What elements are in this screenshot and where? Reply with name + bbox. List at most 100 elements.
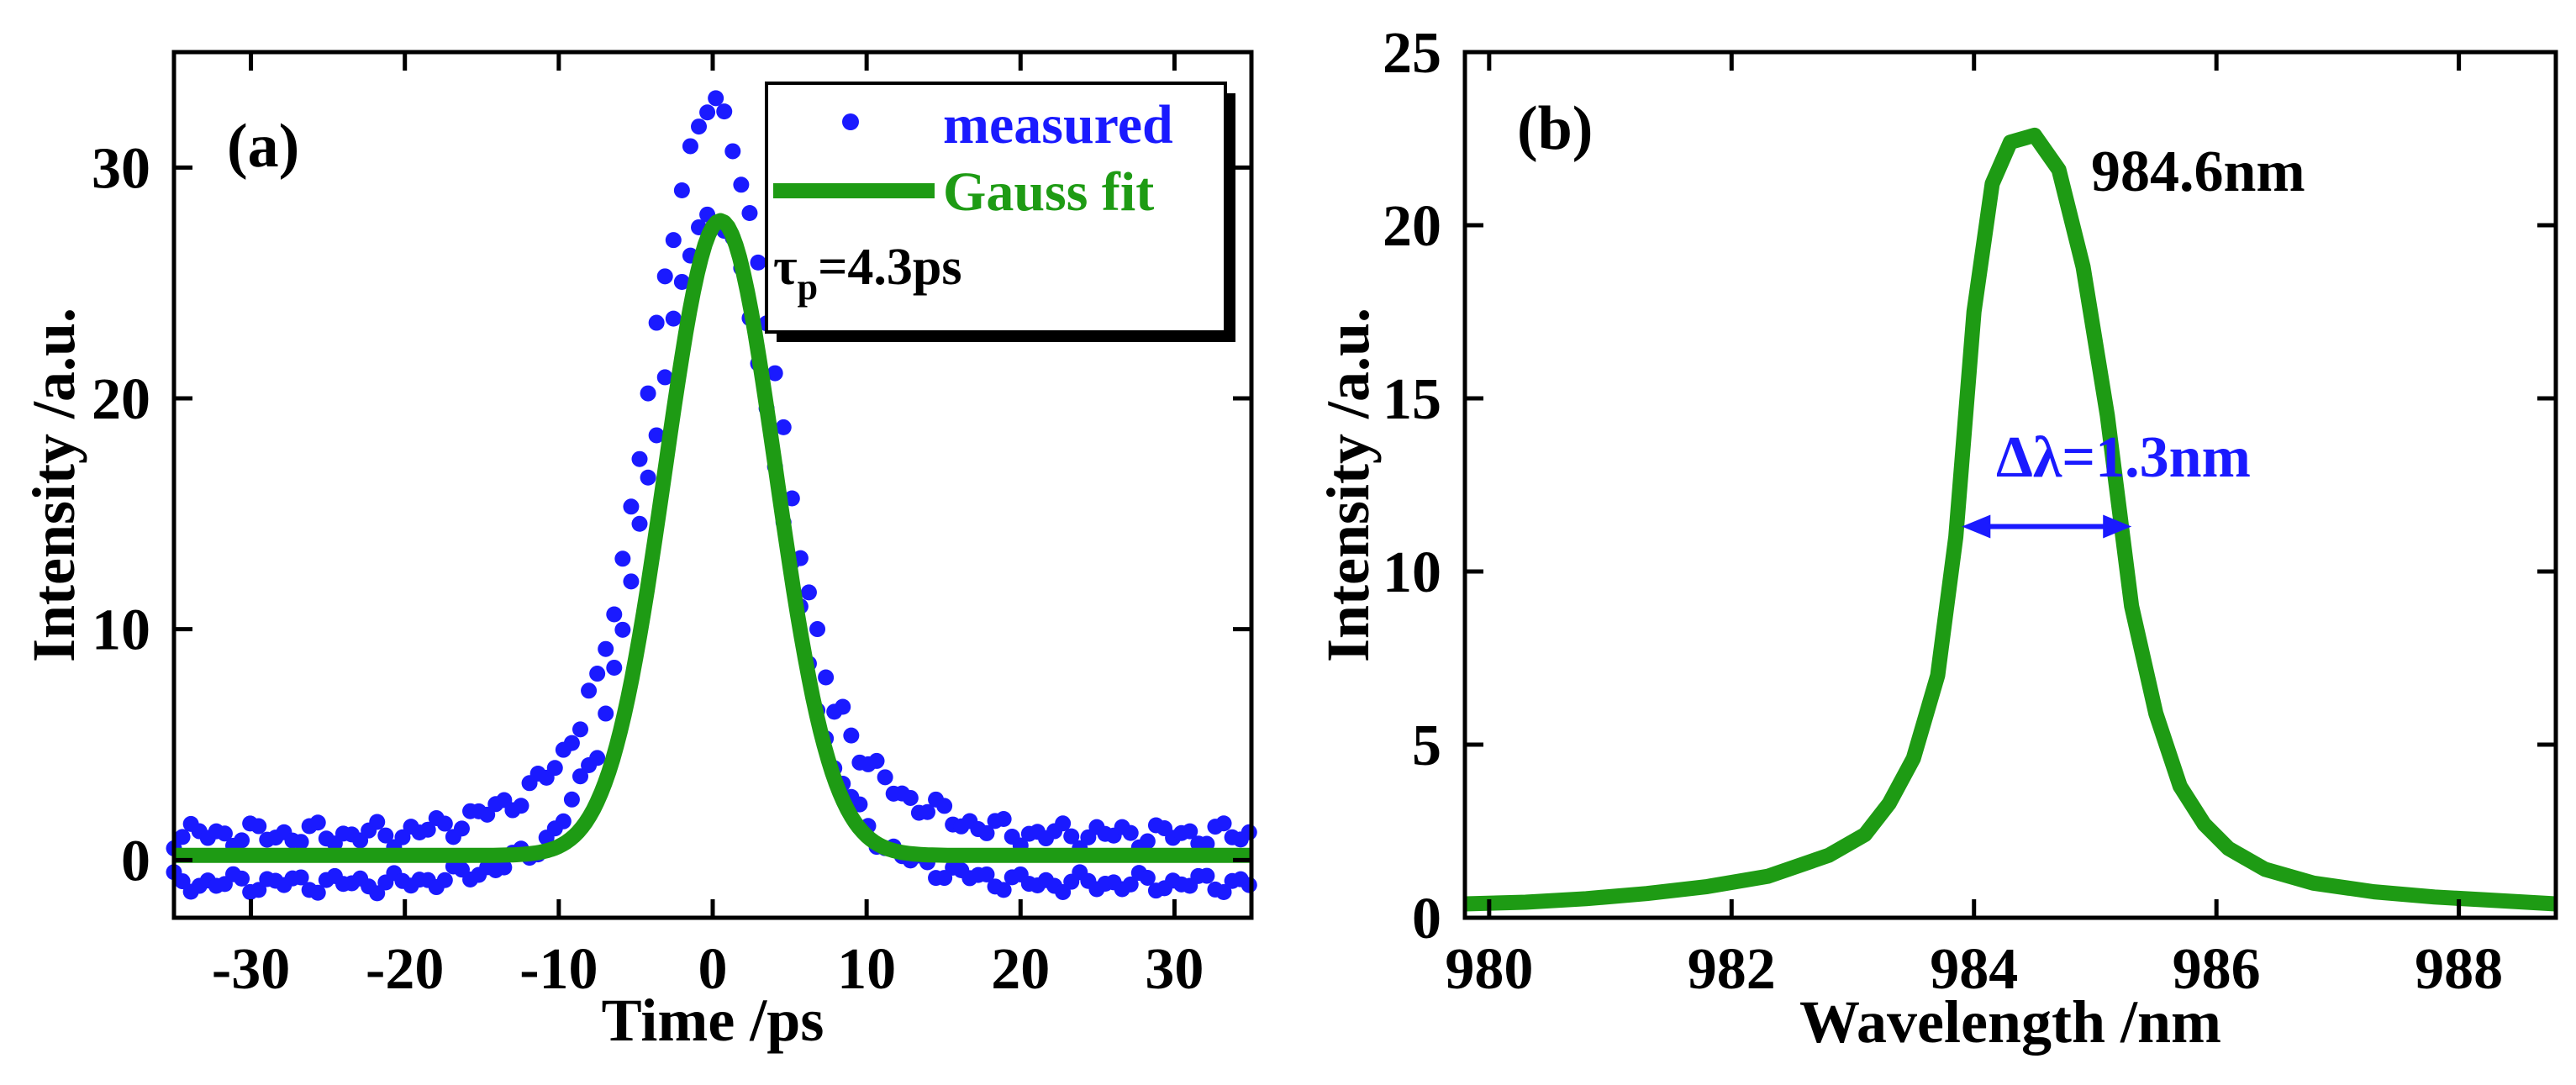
- measured-point: [631, 515, 648, 532]
- gauss-fit-line: [170, 213, 1256, 863]
- measured-point: [250, 882, 267, 898]
- measured-point: [292, 869, 309, 886]
- measured-point: [1241, 824, 1257, 840]
- legend-gauss-fit-label: Gauss fit: [943, 161, 1154, 223]
- measured-point: [656, 369, 673, 386]
- y-tick-label: 25: [1383, 21, 1441, 86]
- x-tick-label: 986: [2173, 937, 2261, 1002]
- measured-point: [1241, 877, 1257, 893]
- measured-point: [656, 268, 673, 285]
- panel-a-x-axis-label: Time /ps: [602, 987, 824, 1054]
- measured-point: [868, 752, 885, 769]
- measured-point: [572, 721, 588, 738]
- spectrum-line: [1464, 127, 2557, 912]
- y-tick-label: 5: [1412, 714, 1441, 778]
- measured-point: [648, 314, 665, 331]
- panel-a-legend: measured Gauss fit τp=4.3ps: [765, 82, 1235, 342]
- x-tick-label: 988: [2415, 937, 2503, 1002]
- measured-point: [623, 498, 640, 515]
- measured-point: [513, 798, 529, 814]
- measured-point: [453, 820, 470, 837]
- measured-point: [733, 176, 750, 193]
- measured-point: [1122, 876, 1139, 893]
- measured-point: [614, 550, 631, 567]
- measured-point: [902, 789, 919, 806]
- measured-point: [598, 640, 614, 657]
- y-tick-label: 0: [1412, 887, 1441, 951]
- measured-point: [682, 138, 698, 155]
- pulse-width-value: =4.3ps: [818, 239, 961, 296]
- measured-point: [800, 584, 817, 601]
- legend-measured-marker: [842, 113, 859, 130]
- measured-point: [589, 666, 606, 682]
- measured-point: [581, 682, 598, 699]
- panel-b-frame: [1462, 50, 2558, 920]
- measured-point: [766, 365, 783, 382]
- panel-b-label: (b): [1517, 94, 1593, 163]
- measured-point: [809, 621, 826, 638]
- measured-point: [775, 419, 792, 435]
- measured-point: [1215, 884, 1232, 901]
- measured-point: [741, 205, 758, 222]
- measured-point: [546, 760, 563, 777]
- measured-point: [665, 232, 682, 249]
- measured-point: [555, 813, 572, 830]
- measured-point: [631, 450, 648, 467]
- fwhm-arrow-head-left: [1962, 514, 1991, 539]
- measured-point: [673, 182, 690, 198]
- measured-point: [606, 659, 623, 676]
- measured-point: [978, 866, 995, 882]
- measured-point: [234, 870, 250, 887]
- measured-point: [614, 621, 631, 638]
- measured-point: [818, 669, 835, 686]
- measured-point: [174, 829, 191, 845]
- tau-symbol: τ: [773, 239, 798, 296]
- measured-point: [606, 606, 623, 623]
- x-tick-label: 30: [1145, 937, 1204, 1002]
- measured-point: [309, 814, 326, 831]
- measured-point: [369, 814, 386, 830]
- measured-point: [708, 90, 724, 107]
- measured-point: [665, 310, 682, 327]
- measured-point: [572, 768, 588, 785]
- y-tick-label: 15: [1383, 367, 1441, 432]
- measured-point: [673, 273, 690, 290]
- pulse-width-note: τp=4.3ps: [773, 239, 962, 308]
- measured-point: [216, 825, 233, 842]
- y-tick-label: 10: [92, 598, 150, 663]
- panel-a-plot-area: [166, 90, 1257, 902]
- measured-point: [936, 798, 953, 814]
- measured-point: [1122, 824, 1139, 841]
- y-tick-label: 10: [1383, 540, 1441, 605]
- measured-point: [835, 698, 851, 715]
- y-tick-label: 20: [92, 367, 150, 432]
- measured-point: [250, 818, 267, 835]
- measured-point: [851, 796, 868, 813]
- x-tick-label: -20: [366, 937, 444, 1002]
- panel-b-ticks: 980 982 984 986 988 0 5 10 15 20 25: [1383, 21, 2556, 1002]
- x-tick-label: -30: [212, 937, 290, 1002]
- measured-point: [1182, 823, 1198, 840]
- measured-point: [292, 834, 309, 851]
- measured-point: [919, 803, 935, 820]
- measured-point: [1063, 828, 1080, 845]
- y-tick-label: 20: [1383, 194, 1441, 259]
- measured-point: [640, 385, 656, 402]
- x-tick-label: 10: [837, 937, 896, 1002]
- measured-point: [419, 821, 436, 838]
- y-tick-label: 30: [92, 136, 150, 201]
- tau-subscript: p: [798, 266, 818, 308]
- peak-wavelength-label: 984.6nm: [2091, 140, 2305, 204]
- measured-point: [640, 469, 656, 486]
- x-tick-label: -10: [519, 937, 598, 1002]
- measured-point: [309, 884, 326, 901]
- panel-b-x-axis-label: Wavelength /nm: [1799, 988, 2221, 1056]
- panel-a-ticks: -30 -20 -10 0 10 20 30 0 10 20 30: [92, 52, 1251, 1002]
- measured-point: [995, 882, 1012, 898]
- measured-point: [995, 811, 1012, 828]
- measured-point: [648, 427, 665, 444]
- measured-point: [563, 791, 580, 808]
- measured-point: [369, 885, 386, 902]
- measured-point: [1198, 835, 1215, 852]
- measured-point: [1198, 867, 1215, 884]
